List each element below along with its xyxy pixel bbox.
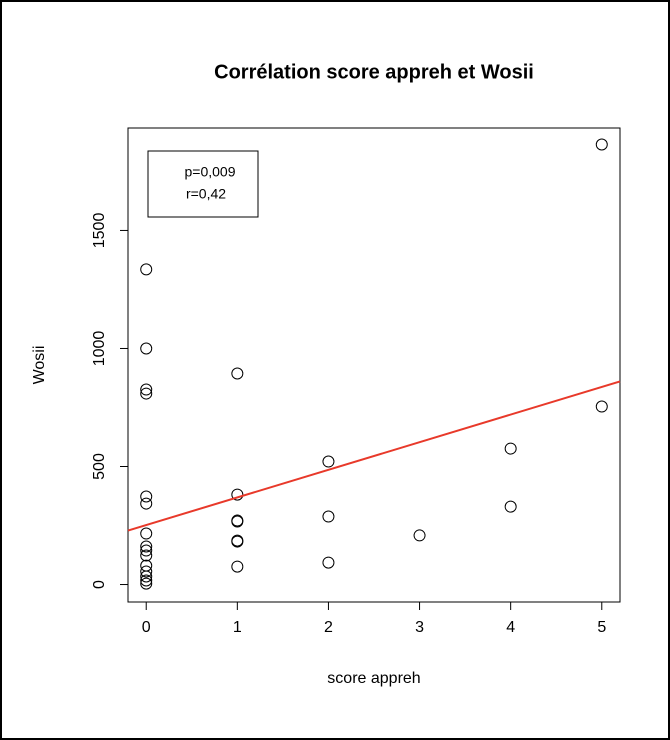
fit-line bbox=[127, 380, 621, 532]
point bbox=[231, 514, 244, 527]
annotation: p=0,009 bbox=[185, 164, 236, 180]
x-tick-label: 3 bbox=[415, 619, 424, 636]
point bbox=[231, 488, 244, 501]
annotation: r=0,42 bbox=[186, 186, 226, 202]
x-axis-label: score appreh bbox=[327, 670, 420, 687]
point bbox=[140, 490, 153, 503]
point bbox=[322, 455, 335, 468]
point bbox=[322, 556, 335, 569]
point bbox=[231, 367, 244, 380]
x-tick-label: 0 bbox=[142, 619, 151, 636]
point bbox=[504, 500, 517, 513]
x-tick-label: 2 bbox=[324, 619, 333, 636]
point bbox=[140, 342, 153, 355]
point bbox=[140, 383, 153, 396]
x-tick-label: 5 bbox=[597, 619, 606, 636]
point bbox=[231, 534, 244, 547]
y-tick-label: 1500 bbox=[91, 213, 108, 249]
point bbox=[140, 577, 153, 590]
point bbox=[595, 138, 608, 151]
point bbox=[140, 540, 153, 553]
point bbox=[595, 400, 608, 413]
y-axis-label: Wosii bbox=[31, 346, 48, 385]
point bbox=[140, 549, 153, 562]
x-tick-label: 1 bbox=[233, 619, 242, 636]
point bbox=[140, 574, 153, 587]
point bbox=[140, 497, 153, 510]
point bbox=[231, 515, 244, 528]
point bbox=[322, 510, 335, 523]
y-tick-label: 0 bbox=[91, 580, 108, 589]
chart-title: Corrélation score appreh et Wosii bbox=[214, 61, 534, 83]
point bbox=[140, 263, 153, 276]
point bbox=[231, 535, 244, 548]
point bbox=[140, 565, 153, 578]
y-tick-label: 1000 bbox=[91, 331, 108, 367]
point bbox=[140, 570, 153, 583]
point bbox=[140, 544, 153, 557]
point bbox=[140, 527, 153, 540]
point bbox=[140, 387, 153, 400]
x-tick-label: 4 bbox=[506, 619, 515, 636]
y-tick-label: 500 bbox=[91, 453, 108, 480]
point bbox=[413, 529, 426, 542]
annotation-box bbox=[147, 150, 259, 218]
point bbox=[231, 560, 244, 573]
point bbox=[504, 442, 517, 455]
